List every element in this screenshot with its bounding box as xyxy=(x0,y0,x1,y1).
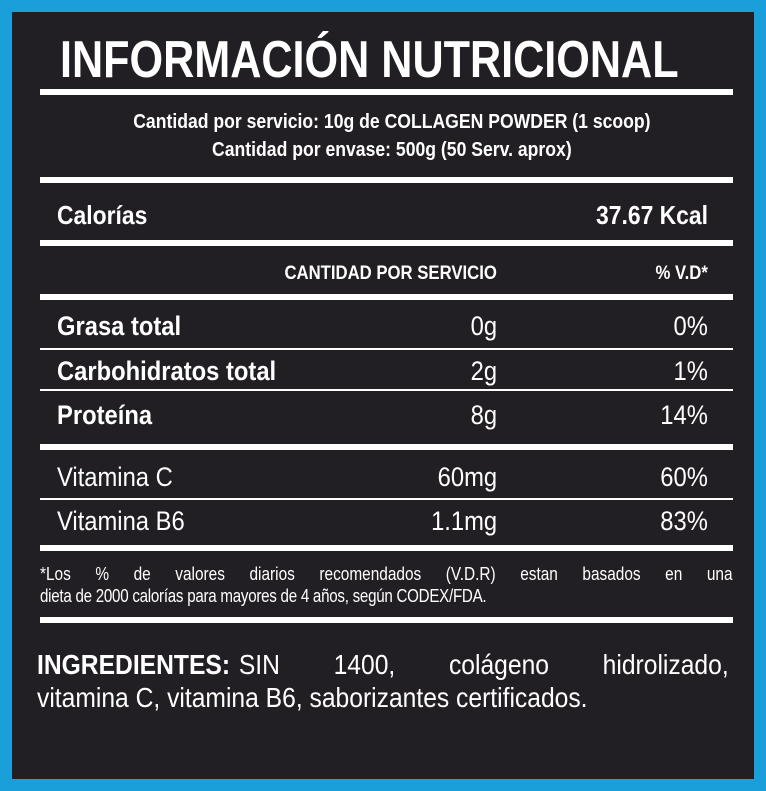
serving-size: Cantidad por servicio: 10g de COLLAGEN P… xyxy=(133,111,651,133)
vitamin-amount: 1.1mg xyxy=(431,506,498,536)
nutrient-name: Grasa total xyxy=(57,311,182,341)
divider xyxy=(40,545,733,551)
calories-label: Calorías xyxy=(57,200,148,230)
vitamin-name: Vitamina C xyxy=(57,462,173,492)
vitamin-amount: 60mg xyxy=(437,462,498,492)
nutrient-amount: 2g xyxy=(470,356,498,386)
divider xyxy=(40,389,733,391)
vitamin-name: Vitamina B6 xyxy=(57,506,185,536)
ingredients-text: SIN 1400, colágeno hidrolizado, xyxy=(238,649,729,680)
ingredients-line: vitamina C, vitamina B6, saborizantes ce… xyxy=(37,682,588,713)
vitamin-dv: 83% xyxy=(660,506,708,536)
header-amount: CANTIDAD POR SERVICIO xyxy=(284,263,497,284)
divider xyxy=(40,294,733,300)
header-daily-value: % V.D* xyxy=(655,263,708,284)
label-title: INFORMACIÓN NUTRICIONAL xyxy=(60,31,679,89)
divider xyxy=(40,177,733,183)
footnote-line: dieta de 2000 calorías para mayores de 4… xyxy=(40,586,487,606)
nutrition-label-panel xyxy=(12,12,754,779)
footnote-line: *Los % de valores diarios recomendados (… xyxy=(40,564,733,584)
divider xyxy=(40,498,733,500)
calories-value: 37.67 Kcal xyxy=(596,200,708,230)
vitamin-dv: 60% xyxy=(660,462,708,492)
servings-per-container: Cantidad por envase: 500g (50 Serv. apro… xyxy=(212,139,572,161)
nutrient-dv: 1% xyxy=(673,356,708,386)
ingredients-line: INGREDIENTES: SIN 1400, colágeno hidroli… xyxy=(37,651,729,679)
ingredients-label: INGREDIENTES: xyxy=(37,649,231,680)
divider xyxy=(40,89,733,95)
nutrient-name: Proteína xyxy=(57,400,153,430)
divider xyxy=(40,444,733,450)
divider xyxy=(40,617,733,623)
nutrient-amount: 0g xyxy=(470,311,498,341)
nutrient-dv: 0% xyxy=(673,311,708,341)
nutrient-dv: 14% xyxy=(660,400,708,430)
nutrient-amount: 8g xyxy=(470,400,498,430)
divider xyxy=(40,348,733,350)
divider xyxy=(40,240,733,246)
nutrient-name: Carbohidratos total xyxy=(57,356,277,386)
